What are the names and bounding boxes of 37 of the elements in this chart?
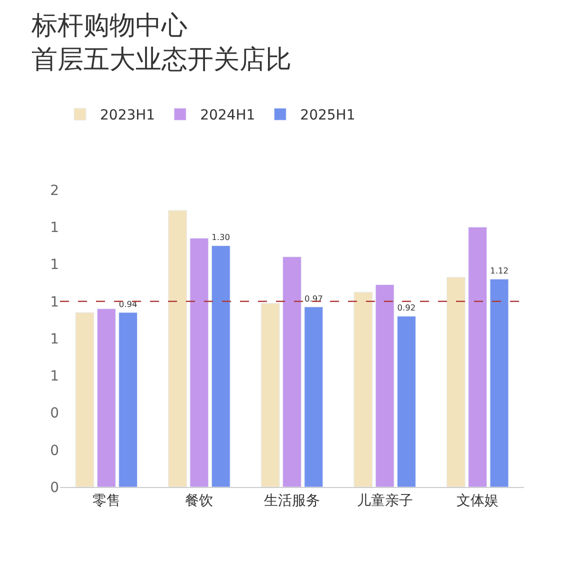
y-tick-label: 2 xyxy=(50,182,59,199)
bar xyxy=(468,226,488,487)
x-tick-label: 生活服务 xyxy=(264,492,320,509)
x-tick-label: 零售 xyxy=(92,492,120,509)
legend-label: 2025H1 xyxy=(300,108,356,124)
bar xyxy=(118,312,138,487)
data-label: 0.92 xyxy=(397,302,416,313)
x-tick-label: 餐饮 xyxy=(185,492,214,509)
legend-label: 2023H1 xyxy=(100,108,156,124)
y-tick-label: 0 xyxy=(50,480,59,496)
y-tick-label: 1 xyxy=(50,294,59,310)
legend-label: 2024H1 xyxy=(200,108,256,124)
y-tick-label: 1 xyxy=(50,220,59,236)
chart-subtitle: 首层五大业态开关店比 xyxy=(32,44,292,75)
bar xyxy=(375,284,394,487)
y-tick-label: 0 xyxy=(50,442,59,459)
bar xyxy=(446,276,466,487)
data-label: 1.12 xyxy=(490,266,508,276)
bar xyxy=(168,210,187,487)
bar xyxy=(490,278,509,487)
bar xyxy=(211,245,230,487)
data-label: 1.30 xyxy=(212,232,230,242)
bar xyxy=(260,302,280,487)
bar xyxy=(354,292,373,487)
bar xyxy=(304,306,324,487)
y-tick-label: 1 xyxy=(50,331,59,348)
chart-title: 标杆购物中心 xyxy=(30,11,188,42)
bar xyxy=(190,238,209,487)
bar xyxy=(96,308,116,487)
bar xyxy=(75,312,94,487)
y-tick-label: 1 xyxy=(50,257,59,274)
y-tick-label: 0 xyxy=(50,406,59,422)
x-tick-label: 文体娱 xyxy=(456,492,499,509)
x-tick-label: 儿童亲子 xyxy=(356,492,413,509)
y-tick-label: 1 xyxy=(50,368,59,385)
bar xyxy=(397,316,416,487)
bar xyxy=(282,256,302,487)
